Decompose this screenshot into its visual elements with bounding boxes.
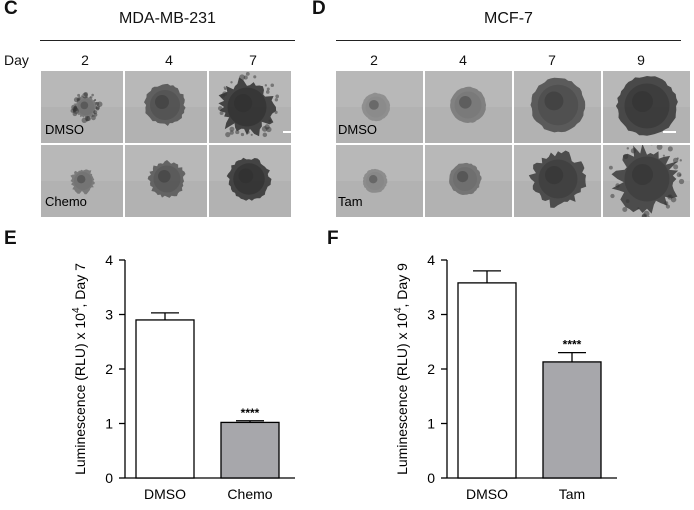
- panel-d-micrograph-r1-c4: [603, 71, 690, 143]
- y-axis-label-exponent: 4: [393, 307, 404, 313]
- x-tick-label: Tam: [559, 486, 585, 502]
- panel-c-micrograph-r2-c2: [125, 145, 207, 217]
- panel-c-day-4: 4: [165, 52, 173, 68]
- x-tick-label: DMSO: [144, 486, 186, 502]
- panel-c-title-rule: [40, 40, 295, 41]
- significance-marker: ****: [563, 338, 582, 352]
- significance-marker: ****: [241, 406, 260, 420]
- y-axis-label-exponent: 4: [71, 307, 82, 313]
- y-tick-label: 2: [427, 361, 435, 377]
- y-axis-label: Luminescence (RLU) x 104, Day 7: [71, 263, 88, 475]
- panel-d-day-7: 7: [548, 52, 556, 68]
- panel-d-title-rule: [336, 40, 681, 41]
- y-tick-label: 0: [105, 470, 113, 486]
- panel-letter-f: F: [327, 228, 339, 249]
- panel-c-micrograph-r2-c3: [209, 145, 291, 217]
- panel-c-title: MDA-MB-231: [119, 10, 216, 27]
- panel-c-micrograph-r1-c1: [41, 71, 123, 143]
- day-caption: Day: [4, 52, 29, 68]
- panel-c-micrograph-r1-c3: [209, 71, 291, 143]
- panel-c-day-7: 7: [249, 52, 257, 68]
- panel-c-condition-dmso: DMSO: [45, 122, 84, 137]
- x-tick-label: DMSO: [466, 486, 508, 502]
- y-tick-label: 4: [105, 252, 113, 268]
- panel-c-micrograph-r2-c1: [41, 145, 123, 217]
- y-axis-label: Luminescence (RLU) x 104, Day 9: [393, 263, 410, 475]
- y-axis-label-tail: , Day 9: [394, 263, 410, 308]
- panel-d-micrograph-r2-c3: [514, 145, 601, 217]
- panel-d-condition-dmso: DMSO: [338, 122, 377, 137]
- panel-d-day-9: 9: [637, 52, 645, 68]
- bar-chemo: [220, 421, 280, 479]
- panel-d-day-2: 2: [370, 52, 378, 68]
- panel-letter-d: D: [312, 0, 326, 19]
- panel-d-scale-bar: [663, 131, 676, 133]
- panel-d-micrograph-r2-c4: [603, 145, 690, 217]
- y-tick-label: 0: [427, 470, 435, 486]
- panel-letter-c: C: [4, 0, 18, 19]
- y-axis-label-tail: , Day 7: [72, 263, 88, 308]
- bar-dmso: [457, 282, 517, 479]
- panel-letter-e: E: [4, 228, 17, 249]
- panel-d-condition-tam: Tam: [338, 194, 363, 209]
- y-tick-label: 3: [427, 307, 435, 323]
- bar-dmso: [135, 319, 195, 479]
- y-axis-label-main: Luminescence (RLU) x 10: [72, 313, 88, 475]
- y-axis-label-main: Luminescence (RLU) x 10: [394, 313, 410, 475]
- x-tick-label: Chemo: [227, 486, 272, 502]
- panel-d-micrograph-r1-c3: [514, 71, 601, 143]
- panel-d-micrograph-r2-c2: [425, 145, 512, 217]
- panel-d-micrograph-r1-c1: [336, 71, 423, 143]
- y-tick-label: 2: [105, 361, 113, 377]
- panel-c-day-2: 2: [81, 52, 89, 68]
- panel-c-micrograph-r1-c2: [125, 71, 207, 143]
- panel-d-micrograph-r1-c2: [425, 71, 512, 143]
- panel-d-title: MCF-7: [484, 10, 533, 27]
- y-tick-label: 1: [427, 416, 435, 432]
- panel-c-scale-bar: [283, 131, 296, 133]
- y-tick-label: 1: [105, 416, 113, 432]
- panel-d-day-4: 4: [459, 52, 467, 68]
- panel-c-condition-chemo: Chemo: [45, 194, 87, 209]
- panel-d-micrograph-r2-c1: [336, 145, 423, 217]
- y-tick-label: 4: [427, 252, 435, 268]
- y-tick-label: 3: [105, 307, 113, 323]
- bar-tam: [542, 361, 602, 479]
